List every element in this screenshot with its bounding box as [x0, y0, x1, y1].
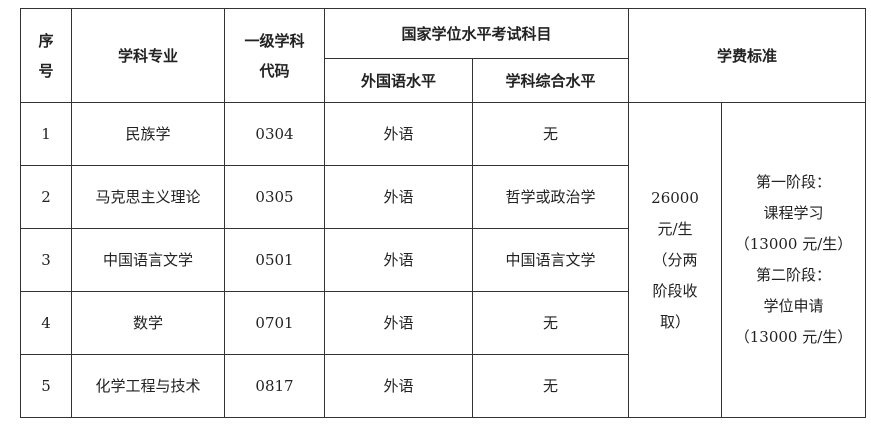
tuition-table: 序号 学科专业 一级学科 代码 国家学位水平考试科目 学费标准 外国语水平 学科综…	[20, 8, 867, 418]
header-exam-group: 国家学位水平考试科目	[323, 8, 630, 59]
cell-major: 化学工程与技术	[71, 354, 225, 418]
cell-tuition-total: 26000 元/生 （分两 阶段收 取）	[628, 102, 723, 418]
cell-foreign: 外语	[324, 102, 473, 166]
cell-foreign: 外语	[324, 291, 473, 355]
header-exam-foreign: 外国语水平	[324, 58, 473, 103]
cell-foreign: 外语	[324, 165, 473, 229]
cell-seq: 5	[20, 354, 72, 418]
header-major: 学科专业	[71, 8, 225, 103]
table-row: 3 中国语言文学 0501 外语 中国语言文学	[20, 228, 866, 292]
cell-subject: 无	[471, 354, 630, 418]
cell-major: 数学	[71, 291, 225, 355]
cell-subject: 无	[471, 291, 630, 355]
header-seq: 序号	[20, 8, 72, 103]
header-code: 一级学科 代码	[224, 8, 325, 103]
cell-seq: 2	[20, 165, 72, 229]
table-row: 1 民族学 0304 外语 无 26000 元/生 （分两 阶段收 取） 第一阶段： 课程…	[20, 102, 867, 418]
cell-seq: 1	[20, 102, 72, 166]
cell-major: 民族学	[71, 102, 225, 166]
cell-subject: 中国语言文学	[471, 228, 630, 292]
cell-foreign: 外语	[324, 354, 473, 418]
header-exam-subject: 学科综合水平	[471, 58, 630, 103]
cell-foreign: 外语	[324, 228, 473, 292]
cell-subject: 无	[471, 102, 630, 166]
cell-code: 0501	[224, 228, 325, 292]
table-row: 2 马克思主义理论 0305 外语 哲学或政治学	[20, 165, 866, 229]
cell-seq: 3	[20, 228, 72, 292]
cell-major: 马克思主义理论	[71, 165, 225, 229]
cell-code: 0304	[224, 102, 325, 166]
cell-code: 0305	[224, 165, 325, 229]
header-tuition: 学费标准	[628, 8, 867, 103]
table-row: 5 化学工程与技术 0817 外语 无	[20, 354, 866, 418]
table-row: 4 数学 0701 外语 无	[20, 291, 866, 355]
cell-major: 中国语言文学	[71, 228, 225, 292]
cell-seq: 4	[20, 291, 72, 355]
cell-tuition-stages: 第一阶段： 课程学习 （13000 元/生） 第二阶段： 学位申请 （13000 元/生）	[721, 102, 867, 418]
cell-subject: 哲学或政治学	[471, 165, 630, 229]
cell-code: 0817	[224, 354, 325, 418]
cell-code: 0701	[224, 291, 325, 355]
